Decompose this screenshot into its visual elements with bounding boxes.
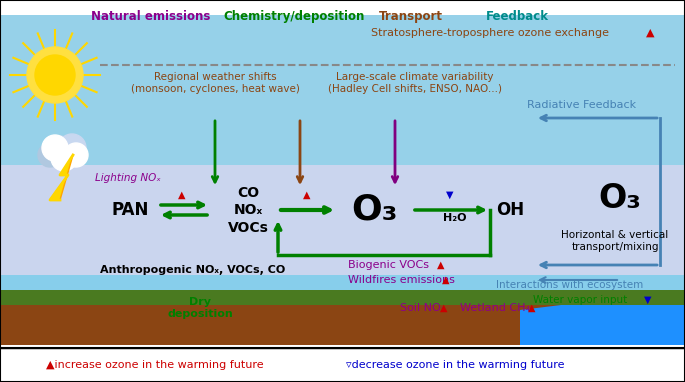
Text: Large-scale climate variability
(Hadley Cell shifts, ENSO, NAO...): Large-scale climate variability (Hadley …	[328, 72, 502, 94]
Bar	[0, 15, 685, 165]
Bar	[0, 165, 685, 275]
Text: CO: CO	[237, 186, 259, 200]
Text: O₃: O₃	[352, 193, 398, 227]
Circle shape	[64, 143, 88, 167]
Text: ▿decrease ozone in the warming future: ▿decrease ozone in the warming future	[346, 360, 564, 370]
Text: PAN: PAN	[111, 201, 149, 219]
Text: Horizontal & vertical
transport/mixing: Horizontal & vertical transport/mixing	[562, 230, 669, 252]
Circle shape	[27, 47, 83, 103]
Text: Radiative Feedback: Radiative Feedback	[527, 100, 636, 110]
Text: ▲: ▲	[440, 303, 447, 313]
Text: ▼: ▼	[446, 190, 453, 200]
Circle shape	[35, 55, 75, 95]
Text: OH: OH	[496, 201, 524, 219]
Text: ▲: ▲	[528, 303, 536, 313]
Text: VOCs: VOCs	[227, 221, 269, 235]
Text: Regional weather shifts
(monsoon, cyclones, heat wave): Regional weather shifts (monsoon, cyclon…	[131, 72, 299, 94]
Text: Lighting NOₓ: Lighting NOₓ	[95, 173, 161, 183]
Bar	[0, 348, 685, 382]
Circle shape	[42, 135, 68, 161]
Polygon shape	[50, 155, 73, 200]
Text: Biogenic VOCs: Biogenic VOCs	[348, 260, 429, 270]
Text: ▲: ▲	[178, 190, 186, 200]
Text: Chemistry/deposition: Chemistry/deposition	[224, 10, 365, 23]
Circle shape	[58, 134, 86, 162]
Text: Feedback: Feedback	[486, 10, 549, 23]
Text: ▼: ▼	[645, 295, 651, 305]
Text: Soil NOₓ: Soil NOₓ	[400, 303, 446, 313]
Text: ▲: ▲	[303, 190, 311, 200]
Bar	[0, 290, 685, 305]
Bar	[0, 295, 685, 345]
Text: ▲: ▲	[437, 260, 445, 270]
Text: ▲: ▲	[646, 28, 654, 38]
Text: Natural emissions: Natural emissions	[91, 10, 210, 23]
Text: Wetland CH₄: Wetland CH₄	[460, 303, 530, 313]
Circle shape	[44, 136, 76, 168]
Text: Interactions with ecosystem: Interactions with ecosystem	[497, 280, 644, 290]
Text: H₂O: H₂O	[443, 213, 466, 223]
Text: Stratosphere-troposphere ozone exchange: Stratosphere-troposphere ozone exchange	[371, 28, 609, 38]
Text: Anthropogenic NOₓ, VOCs, CO: Anthropogenic NOₓ, VOCs, CO	[100, 265, 285, 275]
Text: ▲: ▲	[442, 275, 449, 285]
Polygon shape	[520, 290, 685, 345]
Circle shape	[51, 145, 77, 171]
Text: ▲increase ozone in the warming future: ▲increase ozone in the warming future	[46, 360, 264, 370]
Text: O₃: O₃	[599, 181, 641, 215]
Bar	[0, 15, 685, 310]
Text: Dry
deposition: Dry deposition	[167, 297, 233, 319]
Text: Transport: Transport	[379, 10, 443, 23]
Circle shape	[38, 143, 62, 167]
Text: NOₓ: NOₓ	[234, 203, 262, 217]
Text: Wildfires emissions: Wildfires emissions	[348, 275, 455, 285]
Text: Water vapor input: Water vapor input	[533, 295, 627, 305]
